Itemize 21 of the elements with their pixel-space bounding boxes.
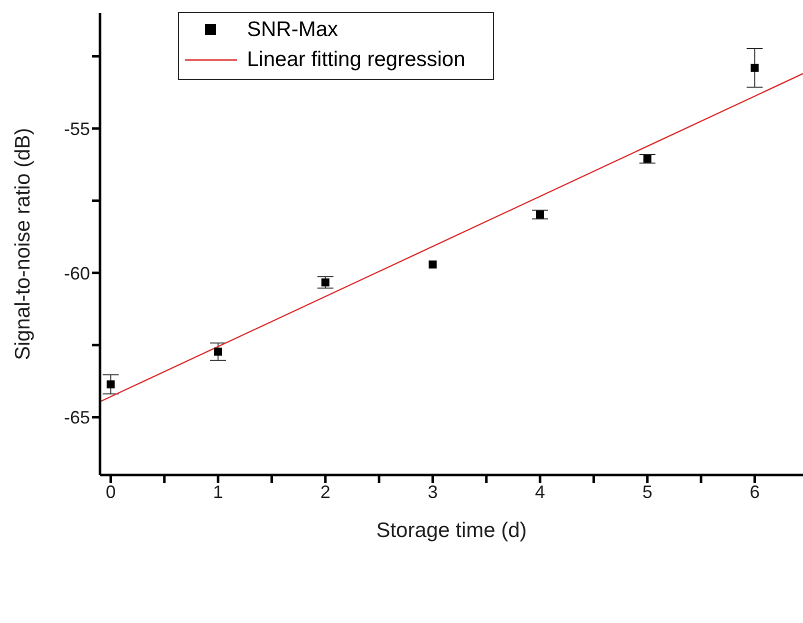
x-tick-label: 2 [320, 482, 330, 502]
x-tick-label: 5 [642, 482, 652, 502]
point [106, 380, 115, 388]
legend-label: Linear fitting regression [247, 48, 466, 72]
legend-label: SNR-Max [247, 18, 338, 42]
x-tick-label: 4 [535, 482, 546, 502]
point [321, 278, 330, 286]
x-tick-label: 1 [213, 482, 224, 502]
point [750, 64, 759, 72]
x-tick-label: 0 [106, 482, 116, 502]
y-tick-label: -65 [64, 408, 90, 428]
x-tick-label: 3 [428, 482, 438, 502]
point [536, 210, 544, 219]
point [214, 348, 222, 356]
point [428, 260, 437, 268]
x-tick-label: 6 [750, 482, 760, 502]
x-axis-title: Storage time (d) [376, 519, 527, 542]
y-axis-title: Signal-to-noise ratio (dB) [11, 128, 34, 360]
y-tick-label: -55 [64, 118, 90, 139]
y-tick-label: -60 [64, 263, 90, 284]
point [643, 154, 652, 163]
